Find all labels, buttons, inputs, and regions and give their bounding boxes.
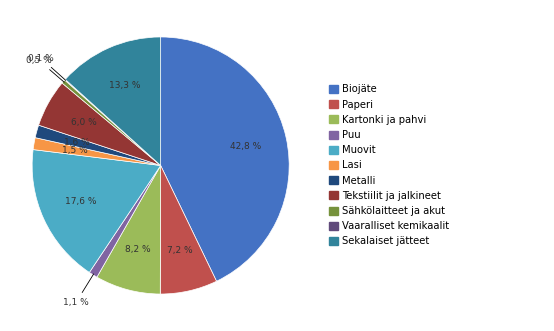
Text: 13,3 %: 13,3 %: [109, 81, 141, 90]
Wedge shape: [32, 150, 161, 272]
Wedge shape: [65, 79, 161, 166]
Text: 8,2 %: 8,2 %: [125, 246, 151, 255]
Wedge shape: [65, 37, 161, 166]
Wedge shape: [39, 83, 161, 166]
Text: 1,1 %: 1,1 %: [63, 274, 94, 307]
Wedge shape: [62, 80, 161, 166]
Text: 0,1 %: 0,1 %: [28, 54, 66, 80]
Text: 7,2 %: 7,2 %: [167, 246, 193, 255]
Text: 6,0 %: 6,0 %: [71, 118, 97, 127]
Text: 1,6 %: 1,6 %: [64, 138, 89, 147]
Text: 17,6 %: 17,6 %: [65, 197, 97, 206]
Wedge shape: [35, 125, 161, 166]
Wedge shape: [33, 138, 161, 166]
Text: 42,8 %: 42,8 %: [230, 142, 261, 151]
Wedge shape: [160, 166, 217, 294]
Legend: Biojäte, Paperi, Kartonki ja pahvi, Puu, Muovit, Lasi, Metalli, Tekstiilit ja ja: Biojäte, Paperi, Kartonki ja pahvi, Puu,…: [327, 82, 452, 249]
Text: 1,5 %: 1,5 %: [61, 146, 88, 155]
Wedge shape: [161, 37, 289, 281]
Text: 0,5 %: 0,5 %: [26, 56, 64, 82]
Wedge shape: [89, 166, 161, 277]
Wedge shape: [97, 166, 161, 294]
